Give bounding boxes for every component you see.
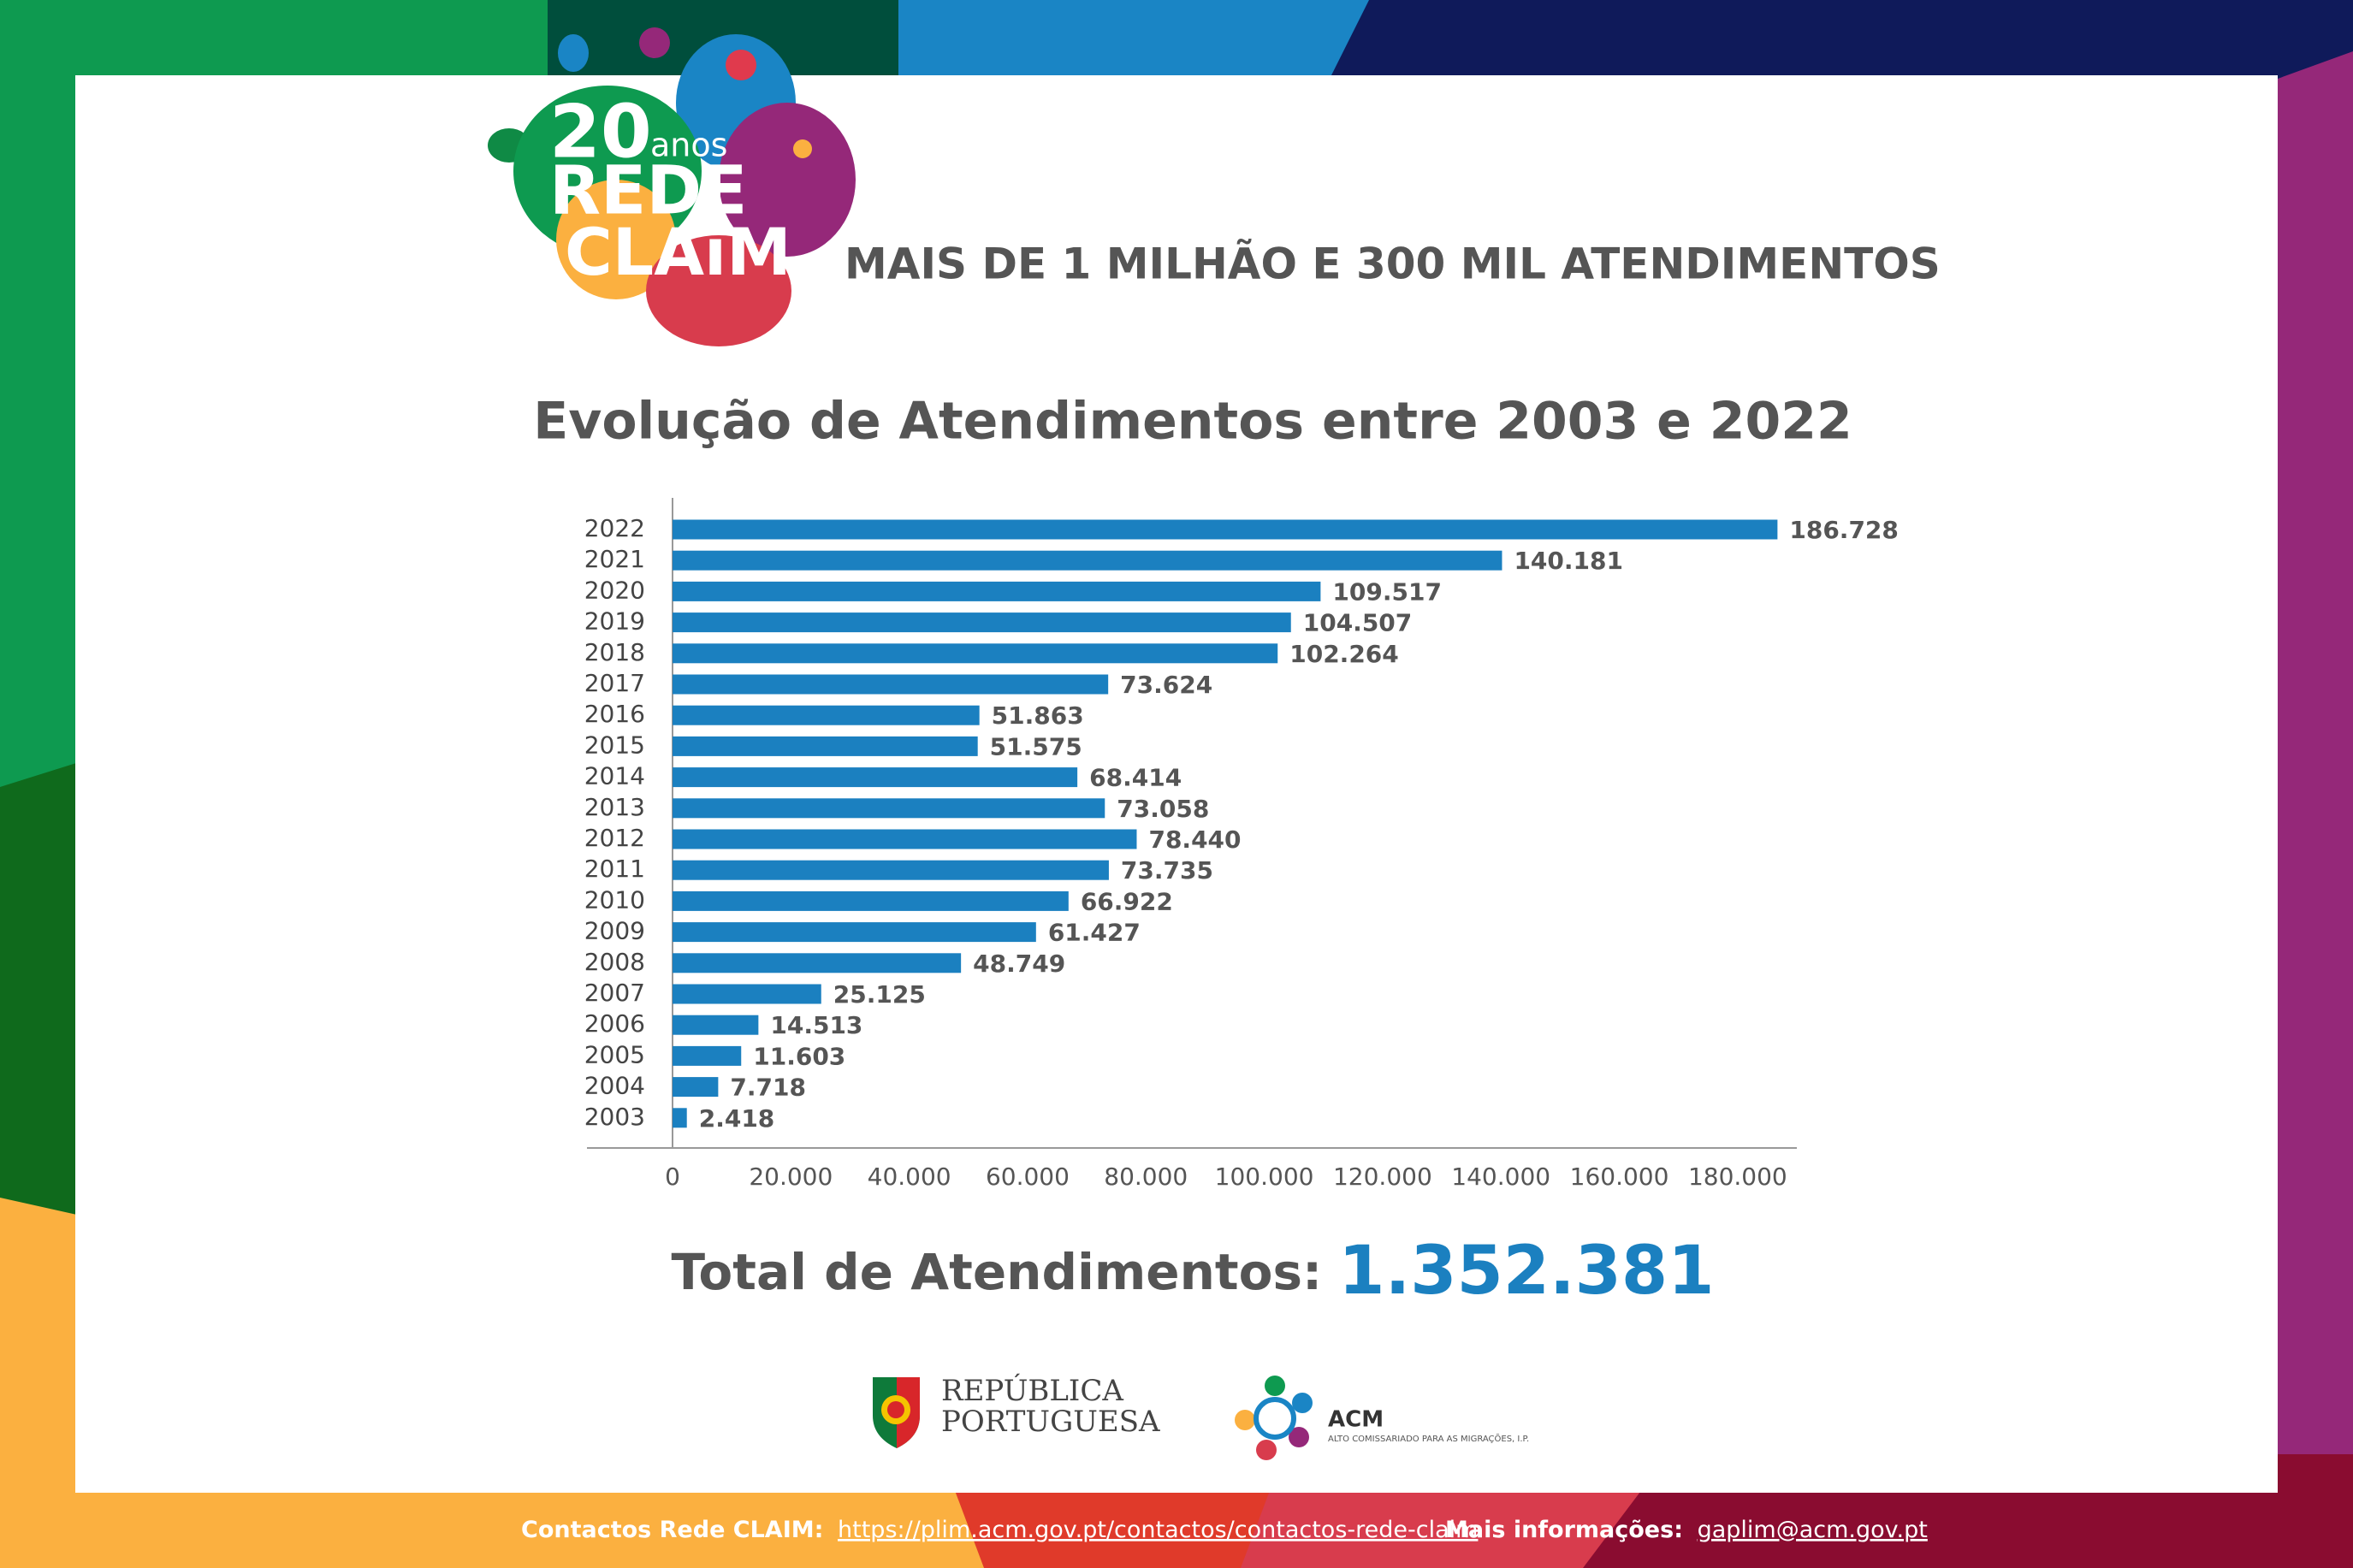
- footer-info-label: Mais informações:: [1445, 1517, 1683, 1543]
- value-label: 2.418: [699, 1104, 775, 1133]
- y-tick-label: 2018: [584, 638, 645, 666]
- x-tick-label: 80.000: [1104, 1163, 1188, 1191]
- total-value: 1.352.381: [1338, 1233, 1714, 1310]
- bar: [673, 953, 962, 973]
- y-tick-label: 2012: [584, 824, 645, 852]
- y-tick-label: 2011: [584, 855, 645, 883]
- y-tick-label: 2004: [584, 1072, 645, 1100]
- logo-number: 20: [549, 89, 652, 175]
- logo-anos: anos: [650, 127, 727, 164]
- value-label: 104.507: [1303, 609, 1413, 637]
- footer-info: Mais informações: gaplim@acm.gov.pt: [1445, 1517, 1928, 1543]
- value-label: 14.513: [770, 1011, 862, 1039]
- chart-title: Evolução de Atendimentos entre 2003 e 20…: [533, 392, 1852, 452]
- total: Total de Atendimentos: 1.352.381: [672, 1233, 1715, 1310]
- republica-line1: REPÚBLICA: [941, 1373, 1123, 1408]
- value-label: 73.058: [1117, 795, 1209, 823]
- y-tick-label: 2005: [584, 1040, 645, 1068]
- footer: Contactos Rede CLAIM: https://plim.acm.g…: [521, 1517, 1478, 1543]
- bar: [673, 519, 1778, 540]
- value-label: 48.749: [973, 950, 1065, 978]
- value-label: 61.427: [1048, 919, 1141, 947]
- header-title: MAIS DE 1 MILHÃO E 300 MIL ATENDIMENTOS: [845, 239, 1941, 289]
- bar: [673, 922, 1036, 943]
- bar: [673, 1045, 742, 1066]
- y-tick-label: 2016: [584, 700, 645, 728]
- value-label: 102.264: [1289, 640, 1399, 668]
- value-label: 68.414: [1089, 764, 1182, 792]
- bar: [673, 736, 978, 756]
- acm-logo: ACM ALTO COMISSARIADO PARA AS MIGRAÇÕES,…: [1235, 1376, 1529, 1460]
- value-label: 25.125: [833, 980, 926, 1009]
- y-tick-label: 2008: [584, 948, 645, 976]
- value-label: 109.517: [1332, 577, 1442, 606]
- x-tick-label: 40.000: [868, 1163, 951, 1191]
- bar: [673, 674, 1109, 695]
- republica-logo: REPÚBLICA PORTUGUESA: [873, 1373, 1160, 1448]
- value-label: 78.440: [1148, 825, 1241, 854]
- republica-line2: PORTUGUESA: [941, 1405, 1160, 1439]
- x-tick-label: 180.000: [1688, 1163, 1787, 1191]
- bar: [673, 829, 1137, 849]
- x-tick-label: 120.000: [1333, 1163, 1432, 1191]
- x-tick-label: 140.000: [1451, 1163, 1550, 1191]
- value-label: 140.181: [1514, 547, 1623, 575]
- x-tick-label: 60.000: [986, 1163, 1070, 1191]
- y-tick-label: 2007: [584, 979, 645, 1007]
- logo: 20 anos REDE CLAiM: [488, 27, 856, 346]
- y-tick-label: 2013: [584, 793, 645, 821]
- bar: [673, 1077, 719, 1098]
- y-tick-label: 2006: [584, 1009, 645, 1038]
- y-tick-label: 2022: [584, 514, 645, 542]
- bar: [673, 581, 1321, 601]
- bar: [673, 860, 1109, 880]
- x-tick-label: 160.000: [1570, 1163, 1669, 1191]
- y-tick-label: 2017: [584, 669, 645, 697]
- value-label: 11.603: [753, 1042, 845, 1070]
- footer-contacts-label: Contactos Rede CLAIM:: [521, 1517, 823, 1543]
- y-tick-label: 2021: [584, 545, 645, 573]
- x-tick-label: 20.000: [749, 1163, 833, 1191]
- bar: [673, 612, 1291, 633]
- bar: [673, 891, 1069, 911]
- y-tick-label: 2003: [584, 1103, 645, 1131]
- x-tick-label: 100.000: [1215, 1163, 1314, 1191]
- footer-info-email[interactable]: gaplim@acm.gov.pt: [1698, 1517, 1928, 1543]
- value-label: 51.575: [990, 732, 1082, 760]
- y-tick-label: 2015: [584, 731, 645, 759]
- value-label: 186.728: [1789, 516, 1899, 544]
- value-label: 7.718: [730, 1074, 806, 1102]
- acm-name: ACM: [1328, 1407, 1384, 1433]
- y-tick-label: 2009: [584, 917, 645, 945]
- bar: [673, 643, 1278, 664]
- logo-line2: CLAiM: [565, 214, 791, 290]
- plot: 0 20.000 40.000 60.000 80.000 100.000 120.000 1…: [584, 498, 1899, 1191]
- bar: [673, 798, 1105, 819]
- bar: [673, 1108, 687, 1128]
- logo-line1: REDE: [549, 152, 747, 229]
- value-label: 66.922: [1081, 887, 1173, 915]
- y-tick-label: 2020: [584, 576, 645, 604]
- total-label: Total de Atendimentos:: [672, 1243, 1323, 1301]
- bar: [673, 705, 980, 725]
- x-tick-label: 0: [665, 1163, 680, 1191]
- footer-contacts-link[interactable]: https://plim.acm.gov.pt/contactos/contac…: [838, 1517, 1478, 1543]
- acm-subtitle: ALTO COMISSARIADO PARA AS MIGRAÇÕES, I.P…: [1328, 1433, 1529, 1444]
- value-label: 51.863: [992, 701, 1084, 730]
- bar: [673, 550, 1502, 571]
- y-tick-label: 2010: [584, 885, 645, 914]
- bar: [673, 1015, 759, 1035]
- y-tick-label: 2014: [584, 762, 645, 790]
- y-tick-label: 2019: [584, 607, 645, 636]
- value-label: 73.624: [1120, 671, 1212, 699]
- bar: [673, 984, 821, 1004]
- value-label: 73.735: [1121, 856, 1213, 885]
- bar: [673, 767, 1078, 788]
